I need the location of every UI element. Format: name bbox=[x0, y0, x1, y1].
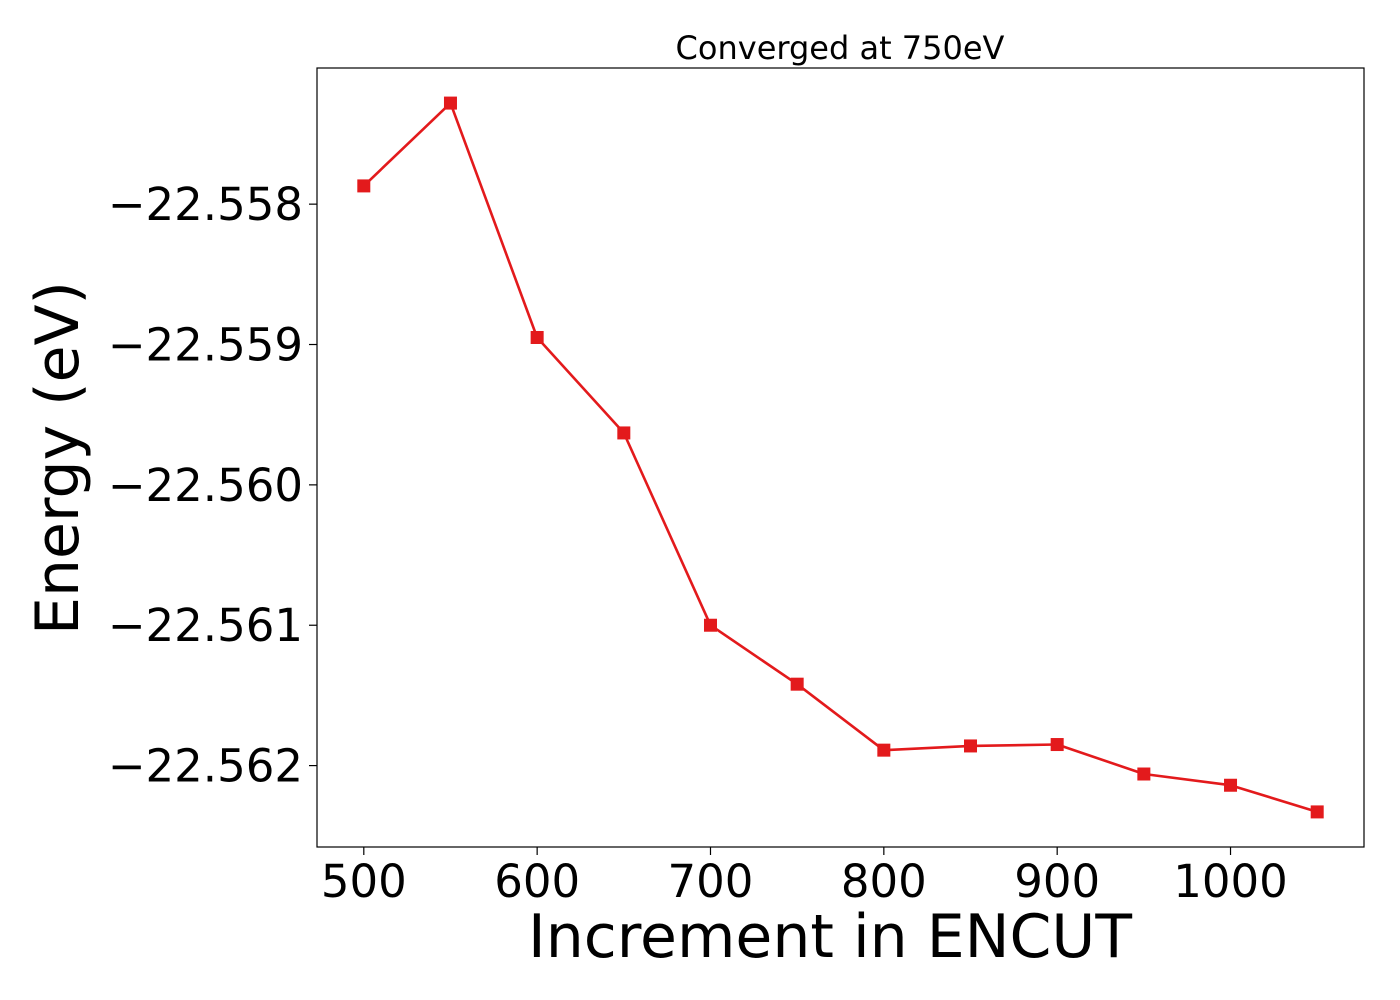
data-point bbox=[617, 426, 631, 440]
data-point bbox=[1310, 805, 1324, 819]
x-tick-label: 1000 bbox=[1173, 855, 1288, 908]
chart-title: Converged at 750eV bbox=[676, 29, 1005, 67]
data-point bbox=[357, 179, 371, 193]
y-tick-label: −22.562 bbox=[108, 740, 303, 793]
y-tick-label: −22.561 bbox=[108, 599, 303, 652]
y-axis-label: Energy (eV) bbox=[23, 281, 93, 635]
x-tick-label: 700 bbox=[668, 855, 754, 908]
data-point bbox=[1050, 738, 1064, 752]
data-point bbox=[1137, 767, 1151, 781]
x-axis-label: Increment in ENCUT bbox=[528, 902, 1132, 972]
data-point bbox=[1224, 778, 1238, 792]
x-tick-label: 500 bbox=[321, 855, 407, 908]
x-tick-label: 600 bbox=[494, 855, 580, 908]
x-tick-label: 900 bbox=[1014, 855, 1100, 908]
data-point bbox=[703, 618, 717, 632]
y-tick-label: −22.560 bbox=[108, 459, 303, 512]
data-point bbox=[964, 739, 978, 753]
data-point bbox=[443, 96, 457, 110]
data-point bbox=[530, 330, 544, 344]
plot-frame bbox=[316, 67, 1365, 848]
data-point bbox=[790, 677, 804, 691]
data-point bbox=[877, 743, 891, 757]
y-tick-label: −22.559 bbox=[108, 319, 303, 372]
y-tick-label: −22.558 bbox=[108, 178, 303, 231]
series-line bbox=[362, 101, 1318, 814]
plot-area: 500 600 700 800 900 1000 −22.558 −22.559 −22.560… bbox=[108, 67, 1365, 908]
x-tick-label: 800 bbox=[841, 855, 927, 908]
